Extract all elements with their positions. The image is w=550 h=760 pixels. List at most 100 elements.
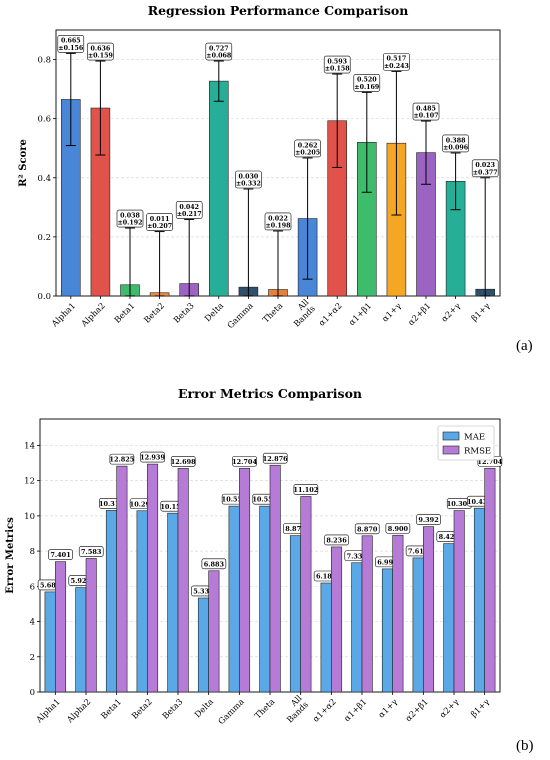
bar-mae	[167, 512, 179, 693]
x-tick-label: Alpha1	[49, 300, 78, 329]
panel-label-b: (b)	[516, 738, 534, 754]
value-label: 8.879	[285, 525, 306, 533]
value-label: 0.022	[268, 215, 288, 222]
value-label: 0.636	[91, 45, 111, 52]
value-label: 10.437	[467, 498, 492, 506]
error-label: ±0.192	[118, 220, 143, 227]
y-tick-label: 14	[24, 441, 35, 451]
error-label: ±0.205	[295, 150, 320, 157]
x-tick-label: Beta2	[129, 696, 153, 720]
bar-mae	[351, 562, 363, 693]
bar-mae	[473, 507, 485, 693]
x-tick-label: Theta	[260, 300, 284, 324]
x-tick-label: β1+γ	[469, 696, 492, 719]
value-label-box	[416, 514, 441, 525]
value-label: 0.038	[120, 212, 140, 219]
value-label-box	[116, 209, 144, 228]
bar-rmse	[116, 465, 128, 693]
bar-mae	[105, 510, 117, 693]
value-label-box	[353, 74, 381, 92]
value-label-box	[170, 456, 196, 467]
value-label: 5.338	[193, 588, 214, 596]
bar-mae	[412, 557, 424, 693]
bar-rmse	[423, 526, 435, 693]
y-tick-label: 0.4	[37, 174, 51, 184]
value-label: 0.665	[61, 38, 81, 45]
value-label-box	[293, 484, 319, 495]
y-tick-label: 0.6	[37, 115, 51, 125]
value-label: 6.990	[377, 558, 398, 566]
value-label: 11.102	[293, 486, 318, 494]
bar-rmse	[147, 463, 159, 693]
x-tick-label: Delta	[202, 300, 225, 323]
bar-mae	[443, 543, 455, 693]
y-tick-label: 0	[30, 688, 35, 698]
bar-rmse	[453, 510, 465, 693]
value-label-box	[140, 451, 165, 463]
bar	[209, 80, 229, 297]
bar-rmse	[361, 535, 373, 693]
bar-mae	[259, 505, 271, 693]
x-tick-label: Beta3	[160, 696, 184, 720]
value-label-box	[146, 213, 173, 231]
value-label: 12.939	[140, 454, 165, 462]
x-tick-label: AllBands	[285, 297, 317, 329]
bar-mae	[228, 505, 240, 693]
bar-mae	[136, 510, 148, 693]
value-label-box	[235, 170, 262, 189]
x-tick-label: Alpha2	[78, 300, 107, 329]
y-tick-label: 10	[24, 512, 35, 522]
value-label: 0.593	[327, 58, 347, 65]
value-label-box	[232, 455, 257, 467]
bar-mae	[197, 597, 209, 693]
value-label: 12.698	[171, 458, 196, 466]
value-label: 12.876	[263, 455, 288, 463]
value-label: 12.825	[109, 456, 134, 464]
value-label: 0.388	[446, 137, 466, 144]
error-label: ±0.156	[58, 45, 84, 52]
value-label: 10.154	[160, 503, 185, 511]
bar-rmse	[239, 467, 251, 693]
error-label: ±0.332	[236, 181, 261, 188]
value-label: 10.552	[252, 496, 277, 504]
value-label: 9.392	[418, 516, 438, 524]
value-label: 8.426	[439, 533, 460, 541]
x-tick-label: Delta	[192, 696, 215, 719]
bar-rmse	[55, 561, 67, 693]
value-label: 7.338	[347, 552, 368, 560]
error-label: ±0.159	[88, 53, 113, 60]
value-label-box	[57, 35, 85, 53]
value-label-box	[323, 55, 351, 74]
x-tick-label: α1+γ	[380, 300, 403, 323]
value-label: 7.614	[408, 547, 429, 555]
value-label: 0.517	[387, 56, 407, 63]
error-label: ±0.158	[325, 66, 351, 73]
x-tick-label: α2+β1	[403, 696, 430, 723]
chart-title-a: Regression Performance Comparison	[148, 3, 409, 18]
value-label: 10.311	[99, 500, 124, 508]
bar-rmse	[392, 534, 404, 693]
x-tick-label: β1+γ	[469, 300, 492, 323]
bar-mae	[289, 535, 301, 693]
value-label: 0.011	[150, 216, 170, 223]
chart-a: Regression Performance Comparison 0.0 0.2 0…	[18, 3, 501, 330]
chart-b: Error Metrics Comparison 0 2 4 6 8 10 12 14 Error…	[5, 386, 503, 726]
value-label: 10.291	[130, 500, 155, 508]
y-tick-label: 2	[30, 653, 35, 663]
chart-title-b: Error Metrics Comparison	[178, 386, 362, 401]
x-tick-label: α1+β1	[342, 696, 369, 723]
x-tick-label: α2+γ	[437, 696, 460, 719]
bar-rmse	[484, 467, 496, 693]
y-tick-label: 4	[30, 618, 35, 628]
value-label-box	[109, 453, 135, 465]
legend-swatch	[442, 445, 460, 455]
bar-mae	[381, 568, 393, 693]
value-label: 8.870	[357, 525, 378, 533]
x-tick-label: Beta2	[142, 300, 166, 324]
value-label: 0.030	[239, 173, 259, 180]
value-label-box	[442, 134, 469, 153]
value-label: 10.301	[447, 500, 472, 508]
x-tick-label: Gamma	[216, 696, 246, 726]
value-label: 8.900	[388, 525, 409, 533]
bar-rmse	[331, 546, 343, 693]
